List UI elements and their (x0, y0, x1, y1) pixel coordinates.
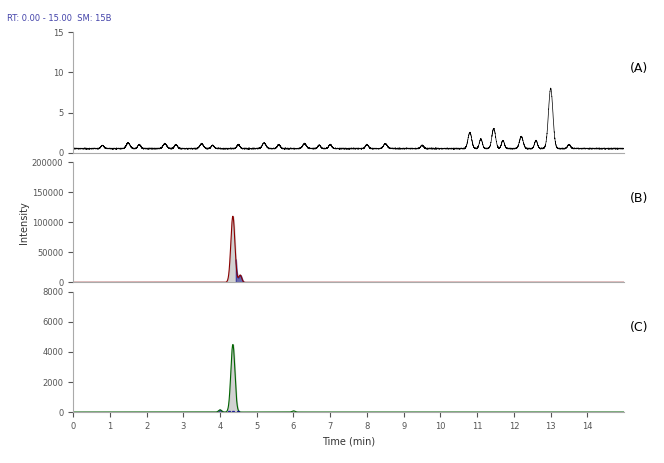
X-axis label: Time (min): Time (min) (322, 436, 375, 446)
Text: (A): (A) (629, 62, 648, 75)
Text: (B): (B) (629, 192, 648, 205)
Text: (C): (C) (629, 321, 648, 334)
Y-axis label: Intensity: Intensity (19, 201, 29, 244)
Text: RT: 0.00 - 15.00  SM: 15B: RT: 0.00 - 15.00 SM: 15B (7, 14, 111, 23)
